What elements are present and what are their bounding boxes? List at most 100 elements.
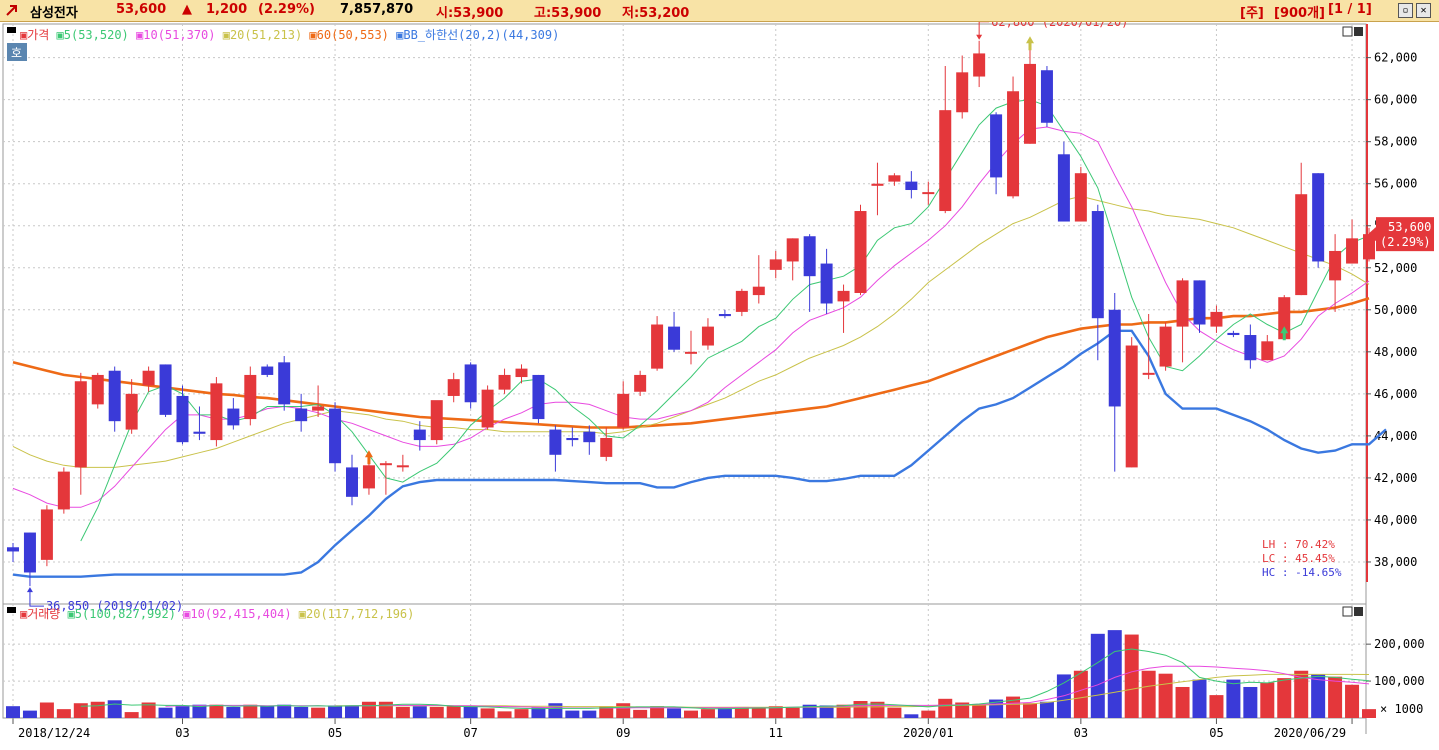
volume-gridlines (3, 643, 1366, 682)
volume-bar (853, 701, 868, 718)
candle-down (7, 547, 19, 552)
legend-entry[interactable]: ▣20(117,712,196) (292, 607, 415, 621)
candle-up (735, 290, 748, 312)
volume-bar (531, 707, 546, 718)
period-selector[interactable]: [주] (1240, 6, 1264, 21)
legend-entry[interactable]: ▣10(92,415,404) (176, 607, 292, 621)
price-panel-close-icon[interactable] (1354, 27, 1363, 36)
price-tick-label: 42,000 (1374, 471, 1417, 485)
candle-down (261, 366, 274, 375)
volume-bar (1294, 670, 1309, 718)
legend-entry[interactable]: ▣가격 (20, 28, 49, 42)
volume-panel-restore-icon[interactable] (1342, 606, 1353, 617)
change-value: 1,200 (206, 2, 248, 17)
price-tick-label: 44,000 (1374, 429, 1417, 443)
price-legend: ▣가격 ▣5(53,520) ▣10(51,370) ▣20(51,213) ▣… (20, 28, 559, 42)
volume-bar (904, 714, 919, 718)
candle-up (362, 465, 375, 489)
count-selector[interactable]: [900개] (1274, 6, 1325, 21)
legend-entry[interactable]: ▣60(50,553) (302, 28, 389, 42)
legend-entry[interactable]: ▣20(51,213) (216, 28, 303, 42)
legend-entry[interactable]: ▣5(100,827,992) (60, 607, 176, 621)
volume-bar (209, 704, 224, 718)
arrow-up-right-icon[interactable] (4, 2, 20, 22)
legend-entry[interactable]: ▣거래량 (20, 607, 60, 621)
volume-bar (1243, 686, 1258, 718)
last-price-change: (2.29%) (1380, 235, 1431, 249)
date-tick-label: 07 (463, 726, 477, 740)
volume-bar (1328, 676, 1343, 718)
candle-down (1091, 211, 1104, 319)
volume-bar (497, 711, 512, 718)
candle-down (23, 532, 36, 573)
volume-bar (328, 705, 343, 718)
signal-arrow (1026, 36, 1034, 51)
volume-bar (141, 702, 156, 718)
candle-up (786, 238, 799, 262)
legend-entry[interactable]: ▣5(53,520) (49, 28, 128, 42)
stat-lc: LC : 45.45% (1262, 552, 1335, 565)
candle-up (1007, 91, 1020, 197)
volume-tick-label: 200,000 (1374, 637, 1425, 651)
volume-bar (836, 704, 851, 718)
volume-bar (1311, 674, 1326, 718)
candle-down (803, 236, 816, 277)
candle-down (1193, 280, 1206, 325)
price-panel-restore-icon[interactable] (1342, 26, 1353, 37)
date-tick-label: 2020/01 (903, 726, 954, 740)
candle-up (634, 374, 647, 392)
volume-tick-label: 100,000 (1374, 674, 1425, 688)
restore-icon[interactable]: ▫ (1398, 3, 1413, 18)
candle-up (210, 383, 223, 441)
volume-bar (243, 704, 258, 718)
price-tick-label: 48,000 (1374, 345, 1417, 359)
candle-up (447, 379, 460, 396)
candle-down (532, 374, 545, 420)
volume-bar (480, 708, 495, 718)
price-axis-ticks: 38,000 40,000 42,000 44,000 46,000 48,000 50,0… (1366, 51, 1417, 569)
price-tick-label: 62,000 (1374, 51, 1417, 65)
candle-down (668, 326, 681, 350)
change-percent: (2.29%) (258, 2, 315, 17)
candle-up (1176, 280, 1189, 327)
candle-up (1159, 326, 1172, 367)
volume-bar (599, 706, 614, 718)
candle-down (346, 467, 358, 497)
candle-up (498, 374, 511, 390)
chart-annotations: 62,800 (2020/01/20) 36,850 (2019/01/02) (26, 22, 1289, 613)
stock-chart: 38,000 40,000 42,000 44,000 46,000 48,000 50,0… (2, 22, 1434, 740)
date-tick-label: 05 (328, 726, 342, 740)
candle-up (1363, 234, 1375, 260)
candle-up (1024, 63, 1036, 144)
volume-bar (446, 706, 461, 718)
volume-bar (1209, 695, 1224, 718)
low-price: 저:53,200 (622, 6, 690, 21)
candle-up (142, 370, 155, 386)
candle-up (91, 374, 104, 405)
candle-up (125, 393, 138, 430)
volume-panel-close-icon[interactable] (1354, 607, 1363, 616)
close-icon[interactable]: ✕ (1416, 3, 1431, 18)
candle-up (1278, 297, 1291, 340)
candle-down (278, 362, 291, 405)
volume-bar (56, 709, 71, 718)
price-legend-marker (7, 27, 16, 33)
legend-entry[interactable]: ▣BB_하한선(20,2)(44,309) (389, 28, 559, 42)
last-price-box: 53,600 (2.29%) (1368, 217, 1434, 252)
legend-entry[interactable]: ▣10(51,370) (129, 28, 216, 42)
volume-bar (1277, 678, 1292, 718)
candle-down (329, 408, 342, 464)
candle-up (312, 406, 325, 411)
candle-up (1125, 345, 1138, 468)
volume-bar (90, 701, 105, 718)
volume-bar (785, 707, 800, 718)
candlestick-series (7, 40, 1375, 587)
stat-lh: LH : 70.42% (1262, 538, 1335, 551)
chart-type-badge[interactable] (7, 43, 27, 61)
volume-bar (734, 706, 749, 718)
volume-bar (751, 707, 766, 718)
page-indicator[interactable]: [1 / 1] (1328, 2, 1372, 17)
price-tick-label: 46,000 (1374, 387, 1417, 401)
candle-down (159, 364, 172, 415)
